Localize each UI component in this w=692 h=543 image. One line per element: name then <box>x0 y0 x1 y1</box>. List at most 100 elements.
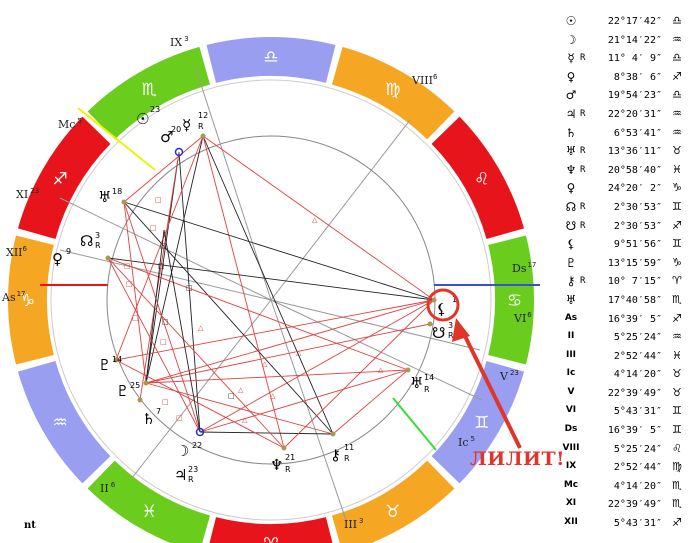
svg-text:⚷: ⚷ <box>330 446 341 464</box>
svg-text:23: 23 <box>150 105 160 114</box>
position-sign: ♒ <box>672 125 682 139</box>
aspect-marker: □ <box>126 280 133 288</box>
svg-text:18: 18 <box>112 187 122 196</box>
aspect-marker: □ <box>150 224 157 232</box>
cusp-line <box>270 299 481 351</box>
position-row: ☋ R 2°30′53″ ♐ <box>560 219 690 238</box>
lilith-circle <box>426 288 460 322</box>
position-degree: 22°39′49″ <box>607 387 662 399</box>
position-sign: ♓ <box>672 162 682 176</box>
house-label-xii: XII6 <box>6 245 28 259</box>
house-label-vi: VI6 <box>513 311 532 325</box>
aspect-marker: □ <box>155 196 162 204</box>
aspect-line <box>199 431 334 435</box>
planet-sun: ☉23 <box>136 105 160 128</box>
position-degree: 22°39′49″ <box>607 499 662 511</box>
aspect-line <box>145 229 165 384</box>
sign-segment-scorpio <box>87 46 211 140</box>
svg-text:♆: ♆ <box>270 456 283 474</box>
svg-text:♅: ♅ <box>410 374 423 392</box>
position-row: VIII 5°25′24″ ♌ <box>560 442 690 461</box>
position-row: ♇ 13°15′59″ ♑ <box>560 256 690 275</box>
position-glyph: ♀ <box>566 69 576 84</box>
lilith-annotation-label: ЛИЛИТ! <box>470 448 565 470</box>
position-degree: 2°30′53″ <box>613 220 662 232</box>
aspect-marker: □ <box>132 314 139 322</box>
svg-text:23: 23 <box>188 465 198 474</box>
position-glyph: VI <box>565 405 577 416</box>
svg-text:1: 1 <box>452 295 457 304</box>
aspect-line <box>202 135 435 301</box>
planet-saturn: ♄ 7 <box>142 407 161 428</box>
position-glyph: ⚷ <box>566 274 576 289</box>
position-row: As 16°39′ 5″ ♐ <box>560 312 690 331</box>
sign-segment-aquarius <box>17 360 111 484</box>
planet-lilith: ⚸1 <box>436 295 457 318</box>
position-degree: 16°39′ 5″ <box>607 313 662 325</box>
svg-text:25: 25 <box>130 381 140 390</box>
aspect-marker: □ <box>124 262 131 270</box>
position-row: ☊ R 2°30′53″ ♊ <box>560 200 690 219</box>
aspect-marker: △ <box>198 324 204 332</box>
sign-glyph-libra: ♎ <box>263 48 278 68</box>
aspect-line <box>123 135 204 203</box>
svg-text:⚸: ⚸ <box>436 300 447 318</box>
svg-text:R: R <box>344 454 350 463</box>
position-row: XI 22°39′49″ ♏ <box>560 497 690 516</box>
retro-flag: R <box>580 108 586 119</box>
position-degree: 17°40′58″ <box>607 294 662 306</box>
planet-dot <box>143 380 149 386</box>
position-sign: ♐ <box>672 311 682 325</box>
position-sign: ♓ <box>672 348 682 362</box>
position-degree: 6°53′41″ <box>613 127 662 139</box>
sign-glyph-scorpio: ♏ <box>142 80 157 100</box>
planet-dot <box>427 321 433 327</box>
position-sign: ♑ <box>672 181 682 195</box>
aspect-line <box>178 151 201 433</box>
aspect-marker: △ <box>262 360 268 368</box>
svg-text:14: 14 <box>112 355 122 364</box>
position-glyph: ♂ <box>565 88 577 103</box>
svg-text:21: 21 <box>285 453 295 462</box>
position-glyph: Ic <box>566 368 576 379</box>
aspect-line <box>163 229 201 433</box>
position-sign: ♌ <box>672 441 682 455</box>
position-row: ♂ 19°54′23″ ♎ <box>560 88 690 107</box>
position-degree: 11° 4′ 9″ <box>607 53 662 65</box>
position-row: III 2°52′44″ ♓ <box>560 349 690 368</box>
sign-glyph-sagittarius: ♐ <box>52 169 67 189</box>
zodiac-sign-ring <box>8 36 534 543</box>
retro-flag: R <box>580 146 586 157</box>
planet-labels: ☉23 ☽ 22 ☿12R ♀ 9 ♂20 ♃ 23R ♄ 7 ♅ 14R ♆ 21R ♇ 2… <box>52 105 457 484</box>
position-glyph: ♃ <box>565 106 577 121</box>
position-sign: ♏ <box>672 478 682 492</box>
sun-highlight-dot <box>174 147 184 157</box>
aspect-marker: □ <box>160 242 167 250</box>
cusp-line <box>270 299 347 521</box>
position-row: ♄ 6°53′41″ ♒ <box>560 126 690 145</box>
cusp-line <box>131 299 272 479</box>
svg-text:14: 14 <box>424 373 434 382</box>
cusp-line <box>270 299 483 401</box>
retro-flag: R <box>580 164 586 175</box>
cusp-line <box>194 65 272 301</box>
svg-text:R: R <box>198 122 204 131</box>
cusp-line <box>270 119 411 301</box>
position-sign: ♒ <box>672 330 682 344</box>
svg-text:☿: ☿ <box>182 116 191 134</box>
position-degree: 16°39′ 5″ <box>607 425 662 437</box>
aspect-marker: △ <box>296 349 302 357</box>
aspect-line <box>107 257 409 371</box>
position-degree: 2°52′44″ <box>613 350 662 362</box>
aspect-line <box>139 151 180 401</box>
aspect-marker: △ <box>238 386 244 394</box>
planet-neptune: ♆ 21 R <box>270 453 295 474</box>
aspect-line <box>145 151 180 384</box>
inner-wheel-ring <box>50 79 492 521</box>
aspect-line <box>145 323 431 384</box>
sign-segment-taurus <box>331 460 455 543</box>
planet-dot <box>200 133 206 139</box>
svg-text:♂: ♂ <box>160 128 173 146</box>
sign-segment-libra <box>206 36 336 83</box>
planet-mercury: ☿ 12 R <box>182 111 208 134</box>
